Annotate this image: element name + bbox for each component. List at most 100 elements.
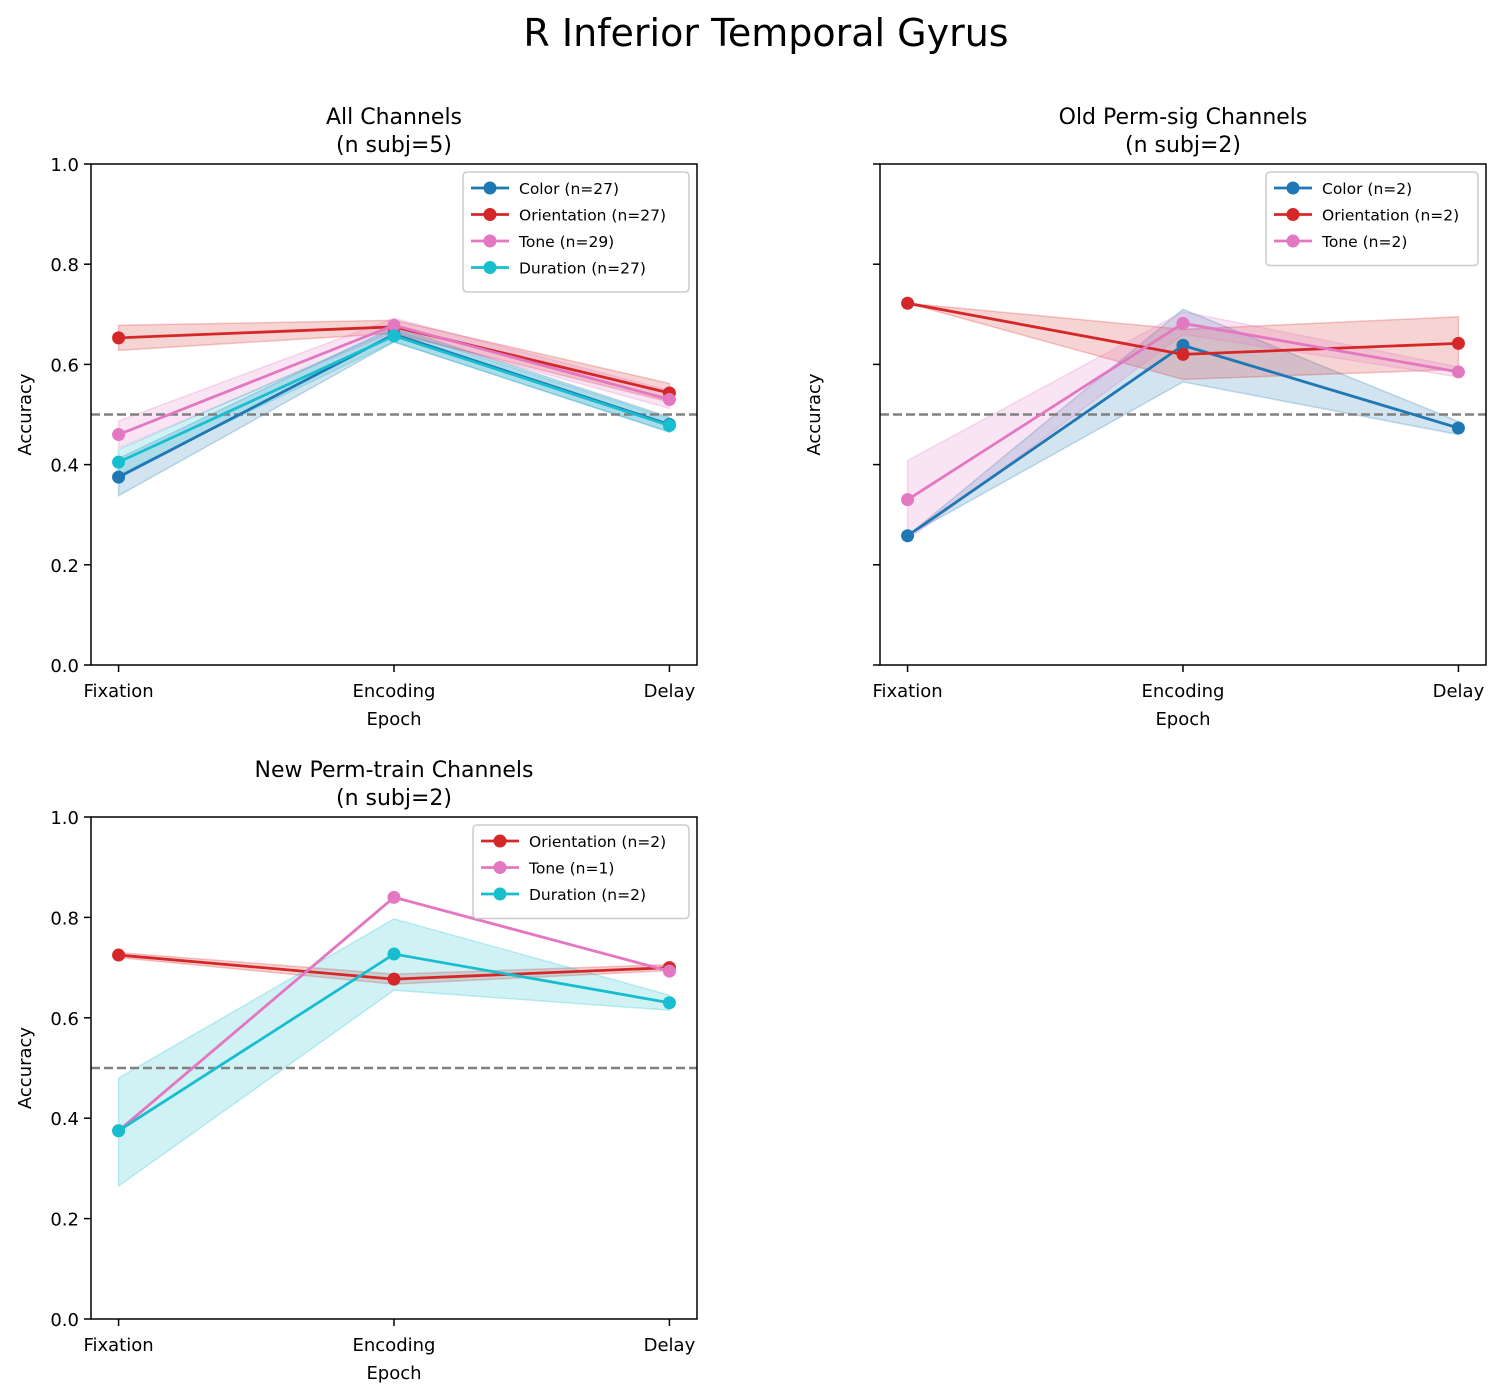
point-tone-n-1-encoding xyxy=(387,890,401,904)
figure-suptitle: R Inferior Temporal Gyrus xyxy=(523,11,1008,55)
point-color-n-2-encoding xyxy=(1176,338,1190,352)
ytick-label: 0.6 xyxy=(50,1009,79,1030)
point-color-n-27-fixation xyxy=(112,470,126,484)
legend-marker xyxy=(483,208,497,221)
legend-label: Color (n=27) xyxy=(519,180,619,198)
legend-box xyxy=(462,171,690,293)
ytick-label: 1.0 xyxy=(50,808,79,829)
ytick-label: 0.4 xyxy=(50,1109,79,1130)
legend-label: Orientation (n=2) xyxy=(1322,207,1459,225)
legend-marker xyxy=(483,234,497,248)
ytick-label: 0.8 xyxy=(50,255,79,276)
point-tone-n-2-delay xyxy=(1451,365,1465,379)
panel-subtitle: (n subj=2) xyxy=(336,786,452,811)
legend-marker xyxy=(493,861,507,874)
point-tone-n-29-fixation xyxy=(112,428,126,442)
legend-item-tone-n-1: Tone (n=1) xyxy=(481,860,614,878)
xtick-label-delay: Delay xyxy=(1433,681,1485,702)
ytick-label: 0.0 xyxy=(50,656,79,677)
xtick-label-encoding: Encoding xyxy=(353,681,436,702)
panel-title: All Channels xyxy=(326,105,462,130)
panel-subtitle: (n subj=5) xyxy=(336,133,452,158)
y-axis-label: Accuracy xyxy=(15,373,36,456)
legend: Color (n=27) Orientation (n=27) Tone (n=29… xyxy=(462,171,690,293)
point-orientation-n-2-encoding xyxy=(1176,347,1190,361)
ytick-label: 0.2 xyxy=(50,1210,79,1231)
legend-item-color-n-27: Color (n=27) xyxy=(471,180,619,198)
legend-label: Tone (n=1) xyxy=(528,860,614,878)
xtick-label-fixation: Fixation xyxy=(872,681,942,702)
legend-label: Orientation (n=27) xyxy=(519,207,666,225)
ytick-label: 0.0 xyxy=(50,1310,79,1331)
point-duration-n-2-delay xyxy=(662,996,676,1010)
xtick-label-fixation: Fixation xyxy=(83,681,153,702)
point-orientation-n-2-delay xyxy=(1451,336,1465,350)
xtick-label-fixation: Fixation xyxy=(83,1335,153,1356)
xtick-label-encoding: Encoding xyxy=(1142,681,1225,702)
legend-item-tone-n-29: Tone (n=29) xyxy=(471,233,614,251)
point-tone-n-2-fixation xyxy=(901,493,915,507)
legend-item-color-n-2: Color (n=2) xyxy=(1274,180,1412,198)
legend-item-orientation-n-2: Orientation (n=2) xyxy=(1274,207,1459,225)
panel-subtitle: (n subj=2) xyxy=(1125,133,1241,158)
legend: Color (n=2) Orientation (n=2) Tone (n=2) xyxy=(1265,171,1479,267)
xtick-label-encoding: Encoding xyxy=(353,1335,436,1356)
legend-label: Tone (n=2) xyxy=(1321,233,1407,251)
legend-label: Tone (n=29) xyxy=(518,233,614,251)
legend-box xyxy=(1265,171,1479,267)
ytick-label: 0.2 xyxy=(50,556,79,577)
legend-marker xyxy=(1286,234,1300,248)
legend-label: Orientation (n=2) xyxy=(529,833,666,851)
panel-all-channels: All Channels (n subj=5) 0.0 0.2 0.4 0.6 0.8 1.0… xyxy=(15,105,698,730)
legend-item-orientation-n-2: Orientation (n=2) xyxy=(481,833,666,851)
band-duration-n-2 xyxy=(117,918,671,1188)
point-orientation-n-2-fixation xyxy=(901,296,915,310)
point-duration-n-27-delay xyxy=(662,419,676,433)
point-tone-n-2-encoding xyxy=(1176,316,1190,330)
x-axis-label: Epoch xyxy=(366,709,421,730)
point-color-n-2-fixation xyxy=(901,529,915,543)
point-color-n-2-delay xyxy=(1451,421,1465,435)
panel-new-perm-train-channels: New Perm-train Channels (n subj=2) 0.0 0.2 0… xyxy=(15,758,698,1384)
legend-marker xyxy=(493,887,507,901)
legend-marker xyxy=(483,181,497,195)
legend-label: Color (n=2) xyxy=(1322,180,1412,198)
point-duration-n-2-fixation xyxy=(112,1124,126,1138)
point-duration-n-27-fixation xyxy=(112,455,126,469)
point-orientation-n-2-fixation xyxy=(112,948,126,962)
point-tone-n-29-delay xyxy=(662,392,676,406)
ytick-label: 0.8 xyxy=(50,908,79,929)
point-tone-n-1-delay xyxy=(662,964,676,978)
xtick-label-delay: Delay xyxy=(644,1335,696,1356)
legend-marker xyxy=(493,834,507,848)
legend-label: Duration (n=2) xyxy=(529,886,646,904)
y-axis-label: Accuracy xyxy=(15,1027,36,1110)
panel-title: Old Perm-sig Channels xyxy=(1059,105,1308,130)
x-axis-label: Epoch xyxy=(1155,709,1210,730)
legend-item-duration-n-27: Duration (n=27) xyxy=(471,260,646,278)
point-duration-n-2-encoding xyxy=(387,947,401,961)
legend-item-duration-n-2: Duration (n=2) xyxy=(481,886,646,904)
point-tone-n-29-encoding xyxy=(387,318,401,332)
panel-old-perm-sig-channels: Old Perm-sig Channels (n subj=2) Fixation E… xyxy=(804,105,1487,730)
band-tone-n-29 xyxy=(117,317,671,450)
ytick-label: 1.0 xyxy=(50,155,79,176)
legend-box xyxy=(472,824,690,920)
legend-label: Duration (n=27) xyxy=(519,260,646,278)
legend-item-orientation-n-27: Orientation (n=27) xyxy=(471,207,666,225)
ytick-label: 0.4 xyxy=(50,456,79,477)
ytick-label: 0.6 xyxy=(50,355,79,376)
legend-marker xyxy=(1286,181,1300,195)
legend-marker xyxy=(1286,208,1300,221)
point-orientation-n-27-fixation xyxy=(112,331,126,345)
x-axis-label: Epoch xyxy=(366,1363,421,1384)
legend: Orientation (n=2) Tone (n=1) Duration (n=2… xyxy=(472,824,690,920)
point-orientation-n-2-encoding xyxy=(387,972,401,986)
y-axis-label: Accuracy xyxy=(804,373,825,456)
xtick-label-delay: Delay xyxy=(644,681,696,702)
legend-marker xyxy=(483,261,497,274)
point-duration-n-27-encoding xyxy=(387,329,401,343)
panel-title: New Perm-train Channels xyxy=(254,758,533,783)
legend-item-tone-n-2: Tone (n=2) xyxy=(1274,233,1407,251)
